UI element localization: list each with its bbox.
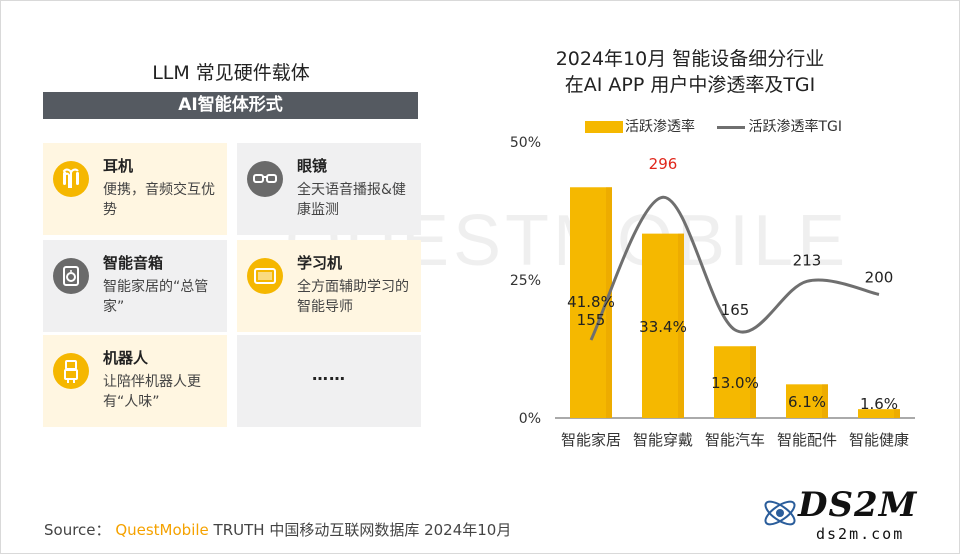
legend-bar-label: 活跃渗透率	[625, 119, 695, 135]
card-title: 学习机	[297, 254, 343, 272]
chart-title: 2024年10月 智能设备细分行业 在AI APP 用户中渗透率及TGI	[520, 46, 860, 98]
bar-data-label: 41.8%	[567, 293, 615, 311]
legend-line-label: 活跃渗透率TGI	[748, 119, 842, 135]
earbuds-icon	[53, 161, 89, 197]
legend-line-swatch	[717, 125, 746, 129]
bar-智能健康	[858, 409, 900, 418]
legend-bar-swatch	[585, 121, 623, 133]
bar-shade	[894, 409, 900, 418]
source-text: TRUTH 中国移动互联网数据库 2024年10月	[213, 521, 512, 539]
ds2m-url: ds2m.com	[816, 525, 905, 543]
card-description: 让陪伴机器人更有“人味”	[103, 374, 201, 410]
tgi-data-label: 296	[649, 155, 678, 173]
tgi-data-label: 213	[793, 251, 822, 269]
card-description: 全方面辅助学习的智能导师	[297, 279, 409, 315]
y-tick-label: 50%	[510, 135, 541, 151]
tgi-data-label: 155	[577, 311, 606, 329]
ds2m-logo-text: DS2M	[798, 485, 918, 525]
bar-data-label: 13.0%	[711, 374, 759, 392]
x-tick-label: 智能家居	[561, 431, 621, 449]
source-label: Source：	[44, 521, 111, 539]
bar-智能穿戴	[642, 233, 684, 418]
chart-legend: 活跃渗透率 活跃渗透率TGI	[585, 116, 860, 136]
card-description: 智能家居的“总管家”	[103, 279, 209, 315]
glasses-icon	[247, 161, 283, 197]
x-tick-label: 智能配件	[777, 431, 837, 449]
source-note: Source： QuestMobile TRUTH 中国移动互联网数据库 202…	[44, 519, 511, 540]
speaker-icon	[53, 258, 89, 294]
card-smart-speaker: 智能音箱 智能家居的“总管家”	[43, 240, 227, 332]
card-title: 眼镜	[297, 157, 328, 175]
chart-title-line1: 2024年10月 智能设备细分行业	[555, 48, 825, 70]
card-description: 便携，音频交互优势	[103, 182, 215, 218]
robot-icon	[53, 353, 89, 389]
bar-data-label: 1.6%	[860, 395, 898, 413]
bar-shade	[750, 346, 756, 418]
left-panel-title: LLM 常见硬件载体	[152, 62, 310, 84]
ds2m-watermark: DS2M ds2m.com	[760, 483, 950, 545]
x-tick-label: 智能汽车	[705, 431, 765, 449]
card-earbuds: 耳机 便携，音频交互优势	[43, 143, 227, 235]
tablet-icon	[247, 258, 283, 294]
x-tick-label: 智能健康	[849, 431, 909, 449]
tgi-data-label: 165	[721, 301, 750, 319]
x-tick-label: 智能穿戴	[633, 431, 693, 449]
legend-bar-item: 活跃渗透率	[585, 116, 695, 136]
bar-data-label: 33.4%	[639, 318, 687, 336]
card-description: 全天语音播报&健康监测	[297, 182, 406, 218]
bar-智能配件	[786, 384, 828, 418]
legend-line-item: 活跃渗透率TGI	[717, 116, 842, 136]
card-more: ……	[237, 335, 421, 427]
card-robot: 机器人 让陪伴机器人更有“人味”	[43, 335, 227, 427]
bar-line-chart: 0% 25% 50% 智能家居 智能穿戴 智能汽车 智能配件 智能健康 155 296 165 213…	[510, 135, 915, 449]
card-glasses: 眼镜 全天语音播报&健康监测	[237, 143, 421, 235]
card-title: 机器人	[103, 349, 149, 367]
more-ellipsis: ……	[312, 365, 346, 384]
y-tick-label: 0%	[519, 411, 541, 427]
bar-shade	[678, 233, 684, 418]
y-tick-label: 25%	[510, 273, 541, 289]
ai-agent-form-band: AI智能体形式	[43, 92, 418, 119]
card-title: 耳机	[103, 157, 134, 175]
tgi-line	[589, 195, 880, 341]
bar-shade	[822, 384, 828, 418]
source-brand: QuestMobile	[115, 521, 209, 539]
bar-智能汽车	[714, 346, 756, 418]
chart-title-line2: 在AI APP 用户中渗透率及TGI	[564, 74, 816, 96]
card-learning-tablet: 学习机 全方面辅助学习的智能导师	[237, 240, 421, 332]
atom-logo-icon	[764, 500, 796, 526]
bar-shade	[606, 187, 612, 418]
bar-data-label: 6.1%	[788, 393, 826, 411]
tgi-data-label: 200	[865, 268, 894, 286]
card-title: 智能音箱	[103, 254, 164, 272]
